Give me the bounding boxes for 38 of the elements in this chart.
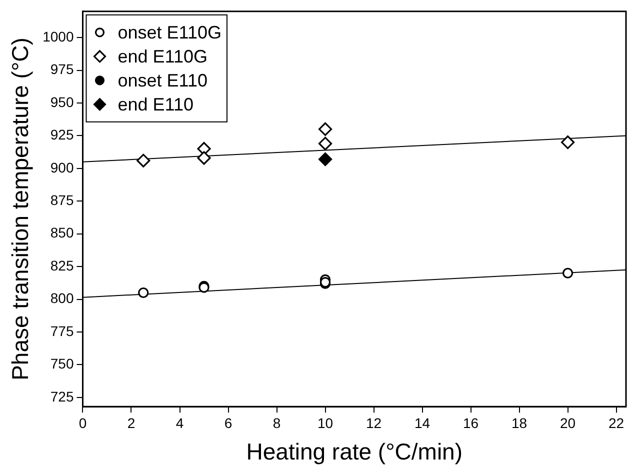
y-tick-label: 825	[50, 257, 74, 274]
point	[562, 268, 574, 278]
x-tick-label: 0	[78, 414, 87, 431]
legend-label: end E110G	[118, 46, 208, 66]
y-tick-label: 725	[50, 388, 74, 404]
y-tick-label: 1000	[42, 28, 74, 44]
x-tick-label: 8	[272, 414, 281, 431]
point	[318, 136, 332, 150]
y-tick-label: 875	[50, 192, 74, 208]
y-tick-label: 800	[50, 290, 74, 306]
x-tick-label: 2	[127, 414, 136, 431]
y-tick-label: 975	[50, 61, 74, 78]
legend-label: onset E110G	[118, 22, 222, 42]
y-tick-label: 775	[50, 322, 74, 339]
y-tick-label: 850	[50, 224, 74, 241]
x-tick-label: 14	[414, 414, 430, 431]
x-tick-label: 20	[560, 414, 576, 431]
y-tick-label: 950	[50, 94, 74, 110]
x-tick-label: 6	[224, 414, 232, 431]
legend-label: onset E110	[118, 70, 208, 90]
x-tick-label: 22	[608, 414, 624, 431]
point	[138, 287, 149, 298]
y-tick-label: 900	[50, 159, 74, 176]
y-tick-label: 750	[50, 356, 74, 372]
y-tick-label: 925	[50, 126, 74, 143]
point	[318, 152, 332, 166]
x-tick-label: 16	[462, 414, 479, 431]
x-tick-label: 10	[317, 414, 334, 431]
x-tick-label: 12	[366, 414, 382, 431]
point	[560, 135, 575, 150]
x-tick-label: 4	[176, 414, 184, 431]
point	[136, 154, 150, 168]
y-axis-title: Phase transition temperature (°C)	[7, 38, 34, 380]
point	[318, 122, 332, 136]
x-tick-label: 18	[512, 414, 528, 431]
legend-label: end E110	[118, 94, 194, 114]
x-axis-title: Heating rate (°C/min)	[246, 438, 463, 465]
point	[197, 151, 211, 165]
